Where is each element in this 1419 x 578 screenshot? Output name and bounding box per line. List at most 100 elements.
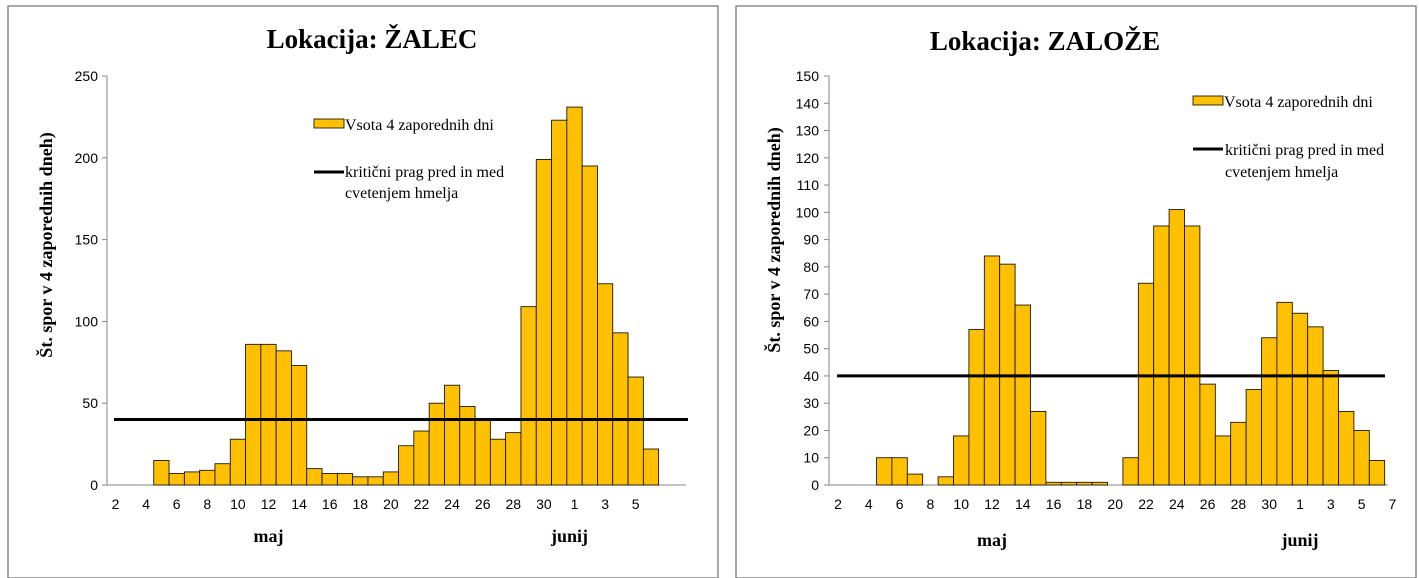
x-tick-label: 14 (1015, 496, 1031, 512)
bar (937, 476, 954, 486)
y-tick-label: 130 (796, 123, 820, 139)
bar (428, 402, 445, 486)
x-tick-label: 22 (414, 496, 430, 512)
month-label: junij (550, 526, 588, 546)
legend-line-label-1: kritični prag pred in med (345, 164, 504, 181)
bar (321, 473, 338, 486)
y-tick-label: 90 (803, 232, 819, 248)
x-tick-label: 16 (1046, 496, 1062, 512)
y-tick-label: 70 (803, 286, 819, 302)
x-tick-label: 5 (1358, 496, 1366, 512)
bar (489, 438, 507, 486)
y-tick-label: 60 (803, 313, 819, 329)
month-labels: maj junij (977, 530, 1319, 550)
y-tick-label: 10 (803, 450, 819, 466)
y-tick-label: 100 (75, 313, 99, 329)
bar (214, 463, 231, 486)
y-tick-label: 0 (90, 477, 98, 493)
bar (953, 435, 970, 486)
y-tick-label: 40 (803, 368, 819, 384)
bar (1261, 337, 1278, 486)
y-tick-label: 30 (803, 395, 819, 411)
x-tick-label: 14 (291, 496, 307, 512)
bar (382, 471, 399, 486)
y-tick-label: 0 (811, 477, 819, 493)
bar (474, 419, 491, 486)
chart-border (7, 5, 719, 578)
x-tick-label: 26 (1200, 496, 1216, 512)
bar (1060, 481, 1078, 486)
bars (876, 209, 1386, 486)
legend-line-label-2: cvetenjem hmelja (1225, 164, 1338, 181)
bar (352, 476, 369, 486)
bar (306, 468, 323, 486)
y-tick-label: 80 (803, 259, 819, 275)
x-tick-label: 24 (1169, 496, 1185, 512)
chart-title: Lokacija: ZALOŽE (930, 26, 1160, 56)
month-label: junij (1280, 530, 1318, 550)
bar (627, 376, 644, 486)
y-axis-label: Št. spor v 4 zaporednih dneh) (35, 132, 57, 357)
bars (153, 106, 660, 486)
bar (1045, 481, 1062, 486)
x-tick-label: 2 (112, 496, 120, 512)
y-tick-label: 250 (75, 68, 99, 84)
y-tick-label: 50 (82, 395, 98, 411)
bar (505, 432, 522, 486)
x-ticks: 2 4 6 8 10 12 14 16 18 20 22 24 26 28 30 1 3 5 (112, 496, 640, 512)
x-tick-label: 10 (230, 496, 246, 512)
bar (1076, 481, 1093, 486)
x-tick-label: 5 (632, 496, 640, 512)
bar (199, 469, 216, 486)
bar (183, 471, 201, 486)
chart-svg-zaloze: Lokacija: ZALOŽE Št. spor v 4 zaporednih… (735, 5, 1417, 578)
bar (1214, 435, 1232, 486)
month-labels: maj junij (254, 526, 589, 546)
x-tick-label: 20 (1107, 496, 1123, 512)
bar (168, 473, 185, 486)
bar (1368, 460, 1386, 486)
legend-line-label-1: kritični prag pred in med (1225, 142, 1384, 159)
x-tick-label: 4 (865, 496, 873, 512)
bar (1137, 282, 1155, 486)
bar (612, 332, 629, 486)
x-tick-label: 16 (322, 496, 338, 512)
x-tick-label: 7 (1389, 496, 1397, 512)
legend: Vsota 4 zaporednih dni kritični prag pre… (313, 117, 504, 202)
bar (581, 165, 598, 486)
legend-bar-label: Vsota 4 zaporednih dni (1224, 94, 1373, 111)
x-tick-label: 12 (261, 496, 277, 512)
y-tick-label: 200 (75, 150, 99, 166)
chart-title: Lokacija: ŽALEC (267, 24, 478, 54)
x-tick-label: 28 (1231, 496, 1247, 512)
bar (1353, 430, 1370, 486)
y-tick-label: 120 (796, 150, 820, 166)
y-tick-label: 150 (75, 232, 99, 248)
x-tick-label: 18 (1077, 496, 1093, 512)
bar (245, 343, 262, 486)
x-tick-label: 3 (601, 496, 609, 512)
bar (229, 438, 246, 486)
bar (444, 384, 461, 486)
bar (1291, 312, 1309, 486)
y-tick-label: 100 (796, 204, 820, 220)
legend: Vsota 4 zaporednih dni kritični prag pre… (1192, 94, 1384, 181)
bar (597, 283, 614, 486)
bar (968, 329, 985, 486)
x-tick-label: 8 (203, 496, 211, 512)
y-ticks: 0 10 20 30 40 50 60 70 80 90 100 110 120 130 140 150 (796, 68, 829, 493)
month-label: maj (977, 530, 1007, 550)
y-tick-label: 110 (797, 177, 820, 193)
bar (1322, 370, 1339, 486)
y-tick-label: 20 (803, 422, 819, 438)
bar (1199, 383, 1216, 486)
bar (367, 476, 384, 486)
x-tick-label: 10 (953, 496, 969, 512)
x-ticks: 2 4 6 8 10 12 14 16 18 20 22 24 26 28 30 1 3 5 7 (834, 496, 1396, 512)
x-tick-label: 24 (444, 496, 460, 512)
bar (413, 430, 430, 486)
bar (983, 255, 1001, 486)
x-tick-label: 22 (1138, 496, 1154, 512)
x-tick-label: 4 (142, 496, 150, 512)
bar (1014, 304, 1031, 486)
